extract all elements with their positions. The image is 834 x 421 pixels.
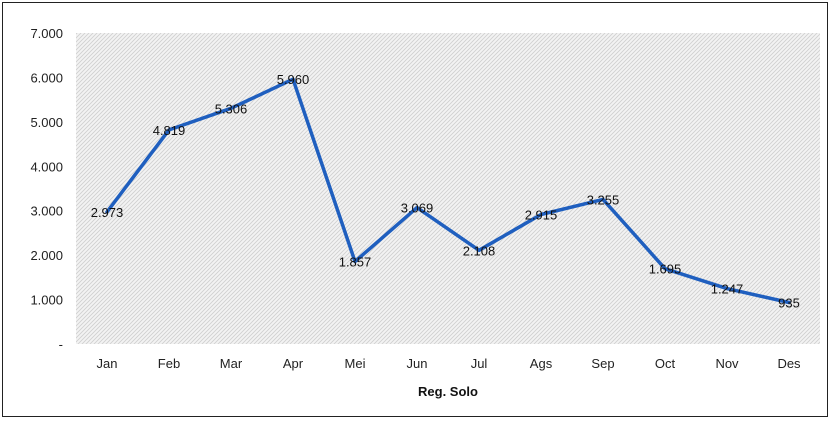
x-tick-label: Jan bbox=[97, 356, 118, 371]
y-tick-label: 7.000 bbox=[30, 26, 63, 41]
x-axis-title: Reg. Solo bbox=[418, 384, 478, 399]
data-label: 2.915 bbox=[525, 207, 558, 222]
x-tick-label: Jun bbox=[407, 356, 428, 371]
x-tick-label: Jul bbox=[471, 356, 488, 371]
data-label: 2.973 bbox=[91, 205, 124, 220]
data-label: 3.255 bbox=[587, 192, 620, 207]
y-tick-label: 3.000 bbox=[30, 204, 63, 219]
data-label: 935 bbox=[778, 295, 800, 310]
data-label: 5.306 bbox=[215, 101, 248, 116]
x-tick-label: Mar bbox=[220, 356, 243, 371]
y-tick-label: 4.000 bbox=[30, 159, 63, 174]
y-tick-label: 5.000 bbox=[30, 115, 63, 130]
x-tick-label: Nov bbox=[715, 356, 739, 371]
chart-frame: - 1.000 2.000 3.000 4.000 5.000 6.000 7.000 Jan… bbox=[2, 2, 828, 417]
line-chart: - 1.000 2.000 3.000 4.000 5.000 6.000 7.000 Jan… bbox=[30, 26, 820, 399]
y-tick-label: 6.000 bbox=[30, 70, 63, 85]
x-axis-ticks: Jan Feb Mar Apr Mei Jun Jul Ags Sep Oct Nov Des bbox=[97, 356, 802, 371]
data-label: 2.108 bbox=[463, 243, 496, 258]
x-tick-label: Des bbox=[777, 356, 801, 371]
plot-area bbox=[76, 33, 820, 344]
x-tick-label: Oct bbox=[655, 356, 676, 371]
y-tick-label: 1.000 bbox=[30, 293, 63, 308]
data-labels: 2.973 4.819 5.306 5.960 1.857 3.069 2.108 2.915… bbox=[91, 72, 800, 310]
data-label: 3.069 bbox=[401, 201, 434, 216]
x-tick-label: Mei bbox=[345, 356, 366, 371]
x-tick-label: Sep bbox=[591, 356, 614, 371]
y-axis-ticks: - 1.000 2.000 3.000 4.000 5.000 6.000 7.000 bbox=[30, 26, 63, 352]
data-label: 1.695 bbox=[649, 262, 682, 277]
x-tick-label: Feb bbox=[158, 356, 180, 371]
y-tick-label: 2.000 bbox=[30, 248, 63, 263]
data-label: 1.247 bbox=[711, 282, 744, 297]
x-tick-label: Apr bbox=[283, 356, 304, 371]
x-tick-label: Ags bbox=[530, 356, 553, 371]
data-label: 5.960 bbox=[277, 72, 310, 87]
series-line bbox=[105, 77, 791, 305]
data-label: 1.857 bbox=[339, 254, 372, 269]
data-label: 4.819 bbox=[153, 123, 186, 138]
y-tick-label: - bbox=[59, 337, 63, 352]
